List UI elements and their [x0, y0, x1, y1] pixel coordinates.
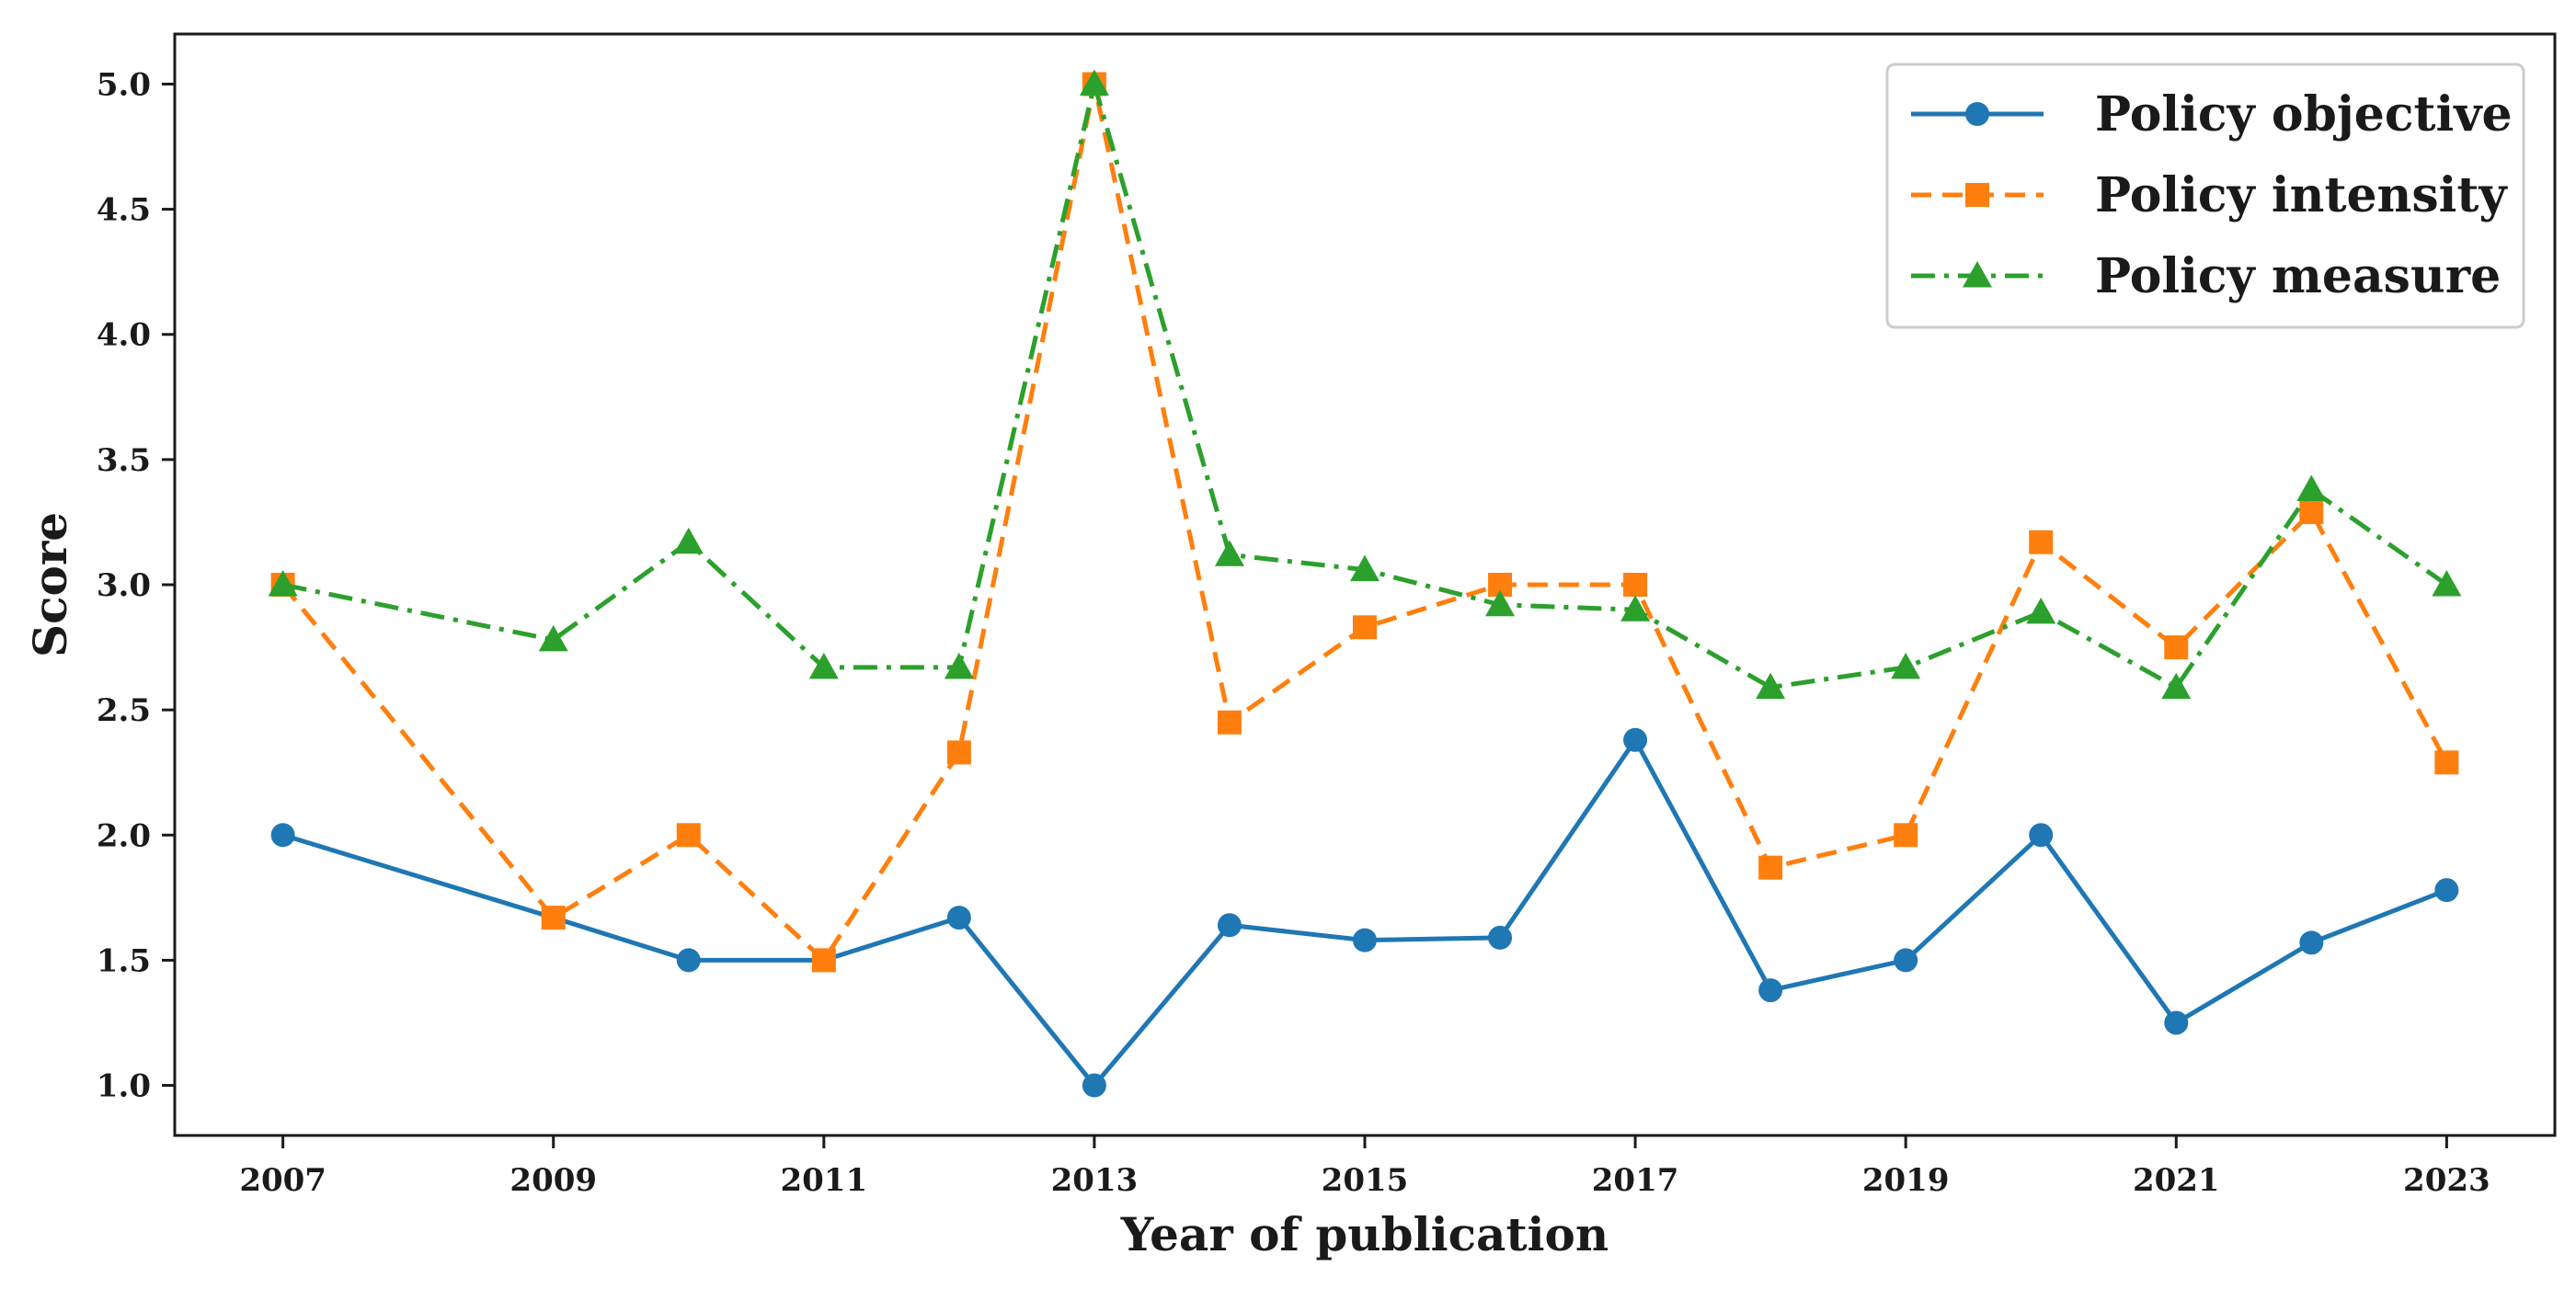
legend-marker-policy-objective: [1965, 102, 1989, 126]
y-tick-label: 2.5: [97, 692, 151, 729]
data-point-policy-measure: [808, 652, 839, 679]
series-line-policy-measure: [282, 81, 2448, 690]
data-point-policy-objective: [1488, 925, 1513, 950]
data-point-policy-intensity: [541, 906, 566, 930]
data-point-policy-intensity: [2029, 530, 2054, 554]
series-policy-measure: [268, 69, 2462, 700]
data-point-policy-measure: [1214, 540, 1244, 566]
data-point-policy-measure: [2026, 597, 2056, 624]
data-point-policy-intensity: [676, 823, 701, 848]
y-axis: 1.0 1.5 2.0 2.5 3.0 3.5 4.0 4.5 5.0: [97, 66, 175, 1105]
data-point-policy-objective: [1758, 978, 1783, 1003]
x-tick-label: 2021: [2133, 1162, 2220, 1199]
data-point-policy-intensity: [2164, 635, 2189, 660]
data-point-policy-objective: [946, 906, 971, 930]
y-tick-label: 1.0: [97, 1068, 151, 1105]
data-point-policy-intensity: [1623, 573, 1648, 597]
data-point-policy-measure: [944, 652, 974, 679]
data-point-policy-intensity: [811, 948, 836, 973]
data-point-policy-measure: [673, 527, 704, 554]
legend: Policy objective Policy intensity Policy m…: [1885, 63, 2525, 329]
legend-label-policy-intensity: Policy intensity: [2095, 167, 2508, 223]
series-layer: [268, 69, 2462, 1098]
data-point-policy-intensity: [2434, 750, 2459, 775]
legend-label-policy-measure: Policy measure: [2095, 248, 2501, 304]
data-point-policy-objective: [2164, 1010, 2189, 1035]
data-point-policy-intensity: [1894, 823, 1918, 848]
data-point-policy-objective: [2029, 823, 2054, 848]
data-point-policy-objective: [2299, 930, 2324, 955]
y-tick-label: 1.5: [97, 942, 151, 979]
data-point-policy-intensity: [2299, 500, 2324, 525]
data-point-policy-measure: [1485, 589, 1516, 617]
data-point-policy-measure: [268, 570, 298, 597]
data-point-policy-objective: [2434, 878, 2459, 903]
data-point-policy-measure: [2296, 474, 2327, 502]
y-axis-title: Score: [23, 512, 77, 657]
legend-frame: [1885, 63, 2525, 329]
x-tick-label: 2011: [780, 1162, 867, 1199]
data-point-policy-measure: [1079, 69, 1109, 96]
data-point-policy-objective: [1353, 928, 1377, 952]
series-line-policy-objective: [281, 737, 2448, 1089]
data-point-policy-measure: [538, 624, 568, 652]
y-tick-label: 2.0: [97, 817, 151, 854]
data-point-policy-intensity: [1353, 615, 1377, 640]
data-point-policy-measure: [1620, 595, 1651, 622]
y-tick-label: 3.0: [97, 567, 151, 604]
y-tick-label: 3.5: [97, 442, 151, 479]
legend-marker-policy-measure: [1963, 261, 1992, 288]
data-point-policy-objective: [1217, 913, 1242, 938]
y-tick-label: 5.0: [97, 66, 151, 103]
x-axis-title: Year of publication: [1120, 1207, 1609, 1261]
data-point-policy-measure: [2161, 672, 2192, 700]
data-point-policy-measure: [1891, 652, 1921, 679]
data-point-policy-intensity: [1758, 855, 1783, 880]
x-tick-label: 2009: [509, 1162, 597, 1199]
data-point-policy-measure: [1350, 554, 1380, 582]
x-tick-label: 2007: [239, 1162, 326, 1199]
legend-marker-policy-intensity: [1965, 183, 1989, 207]
data-point-policy-intensity: [946, 740, 971, 765]
data-point-policy-objective: [1894, 948, 1918, 973]
x-tick-label: 2013: [1051, 1162, 1139, 1199]
data-point-policy-objective: [1623, 727, 1648, 752]
data-point-policy-objective: [676, 948, 701, 973]
x-axis: 2007 2009 2011 2013 2015 2017 2019 2021 2023: [239, 1135, 2490, 1199]
data-point-policy-objective: [270, 823, 295, 848]
x-tick-label: 2023: [2403, 1162, 2490, 1199]
x-tick-label: 2019: [1862, 1162, 1950, 1199]
y-tick-label: 4.5: [97, 192, 151, 229]
data-point-policy-intensity: [1217, 710, 1242, 735]
data-point-policy-measure: [2432, 570, 2462, 597]
data-point-policy-objective: [1082, 1073, 1106, 1098]
data-point-policy-measure: [1756, 672, 1786, 700]
x-tick-label: 2015: [1322, 1162, 1409, 1199]
legend-label-policy-objective: Policy objective: [2095, 86, 2513, 143]
y-tick-label: 4.0: [97, 317, 151, 354]
x-tick-label: 2017: [1592, 1162, 1679, 1199]
